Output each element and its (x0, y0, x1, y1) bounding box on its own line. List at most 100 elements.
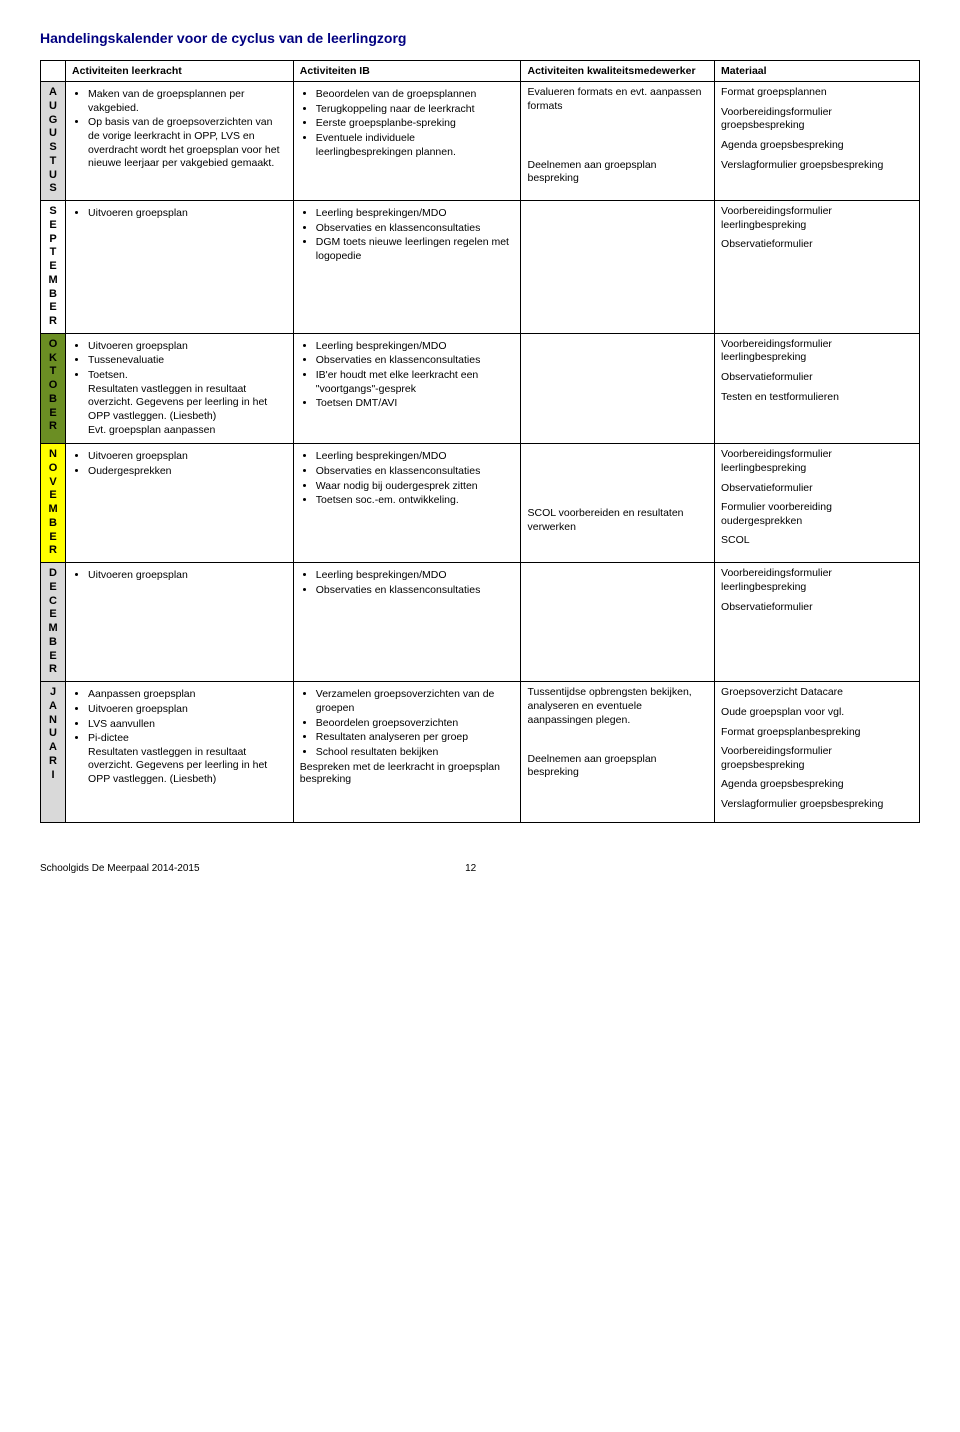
list-item: Beoordelen van de groepsplannen (316, 88, 515, 102)
list-item: Toetsen.Resultaten vastleggen in resulta… (88, 369, 287, 437)
para: Observatieformulier (721, 601, 913, 615)
para: Voorbereidingsformulier leerlingbespreki… (721, 567, 913, 594)
cell-sep-leerkracht: Uitvoeren groepsplan (66, 201, 294, 334)
cell-nov-materiaal: Voorbereidingsformulier leerlingbespreki… (715, 444, 920, 563)
cell-dec-ib: Leerling besprekingen/MDOObservaties en … (293, 563, 521, 682)
list-item: Eerste groepsplanbe-spreking (316, 117, 515, 131)
para: Voorbereidingsformulier leerlingbespreki… (721, 205, 913, 232)
cell-nov-kwaliteit: SCOL voorbereiden en resultaten verwerke… (521, 444, 715, 563)
month-label-nov: NOVEMBER (41, 444, 66, 563)
list-item: Terugkoppeling naar de leerkracht (316, 103, 515, 117)
para (527, 139, 708, 153)
cell-aug-kwaliteit: Evalueren formats en evt. aanpassen form… (521, 82, 715, 201)
cell-dec-materiaal: Voorbereidingsformulier leerlingbespreki… (715, 563, 920, 682)
list-item: Leerling besprekingen/MDO (316, 340, 515, 354)
para: Observatieformulier (721, 371, 913, 385)
list-item: Op basis van de groepsoverzichten van de… (88, 116, 287, 171)
cell-aug-leerkracht: Maken van de groepsplannen per vakgebied… (66, 82, 294, 201)
list-item: Leerling besprekingen/MDO (316, 569, 515, 583)
row-dec: DECEMBER Uitvoeren groepsplan Leerling bes… (41, 563, 920, 682)
month-label-sep: SEPTEMBER (41, 201, 66, 334)
para: Format groepsplannen (721, 86, 913, 100)
para: Testen en testformulieren (721, 391, 913, 405)
footer: Schoolgids De Meerpaal 2014-2015 12 (40, 863, 920, 874)
row-nov: NOVEMBERUitvoeren groepsplanOudergesprek… (41, 444, 920, 563)
list-item: Uitvoeren groepsplan (88, 450, 287, 464)
list-item: DGM toets nieuwe leerlingen regelen met … (316, 236, 515, 263)
header-col4: Materiaal (715, 61, 920, 82)
list-item: Aanpassen groepsplan (88, 688, 287, 702)
list-item: Observaties en klassenconsultaties (316, 222, 515, 236)
list-item: Observaties en klassenconsultaties (316, 584, 515, 598)
para: Agenda groepsbespreking (721, 139, 913, 153)
para: SCOL (721, 534, 913, 548)
list-item: Maken van de groepsplannen per vakgebied… (88, 88, 287, 115)
list-item: Toetsen soc.-em. ontwikkeling. (316, 494, 515, 508)
list-item: Uitvoeren groepsplan (88, 207, 287, 221)
para: Deelnemen aan groepsplan bespreking (527, 753, 708, 780)
para: Evalueren formats en evt. aanpassen form… (527, 86, 708, 113)
para: Oude groepsplan voor vgl. (721, 706, 913, 720)
cell-jan-materiaal: Groepsoverzicht Datacare Oude groepsplan … (715, 682, 920, 822)
month-label-okt: OKTOBER (41, 333, 66, 443)
para: Tussentijdse opbrengsten bekijken, analy… (527, 686, 708, 727)
cell-sep-ib: Leerling besprekingen/MDOObservaties en … (293, 201, 521, 334)
para: Format groepsplanbespreking (721, 726, 913, 740)
list-item: Toetsen DMT/AVI (316, 397, 515, 411)
row-jan: JANUARIAanpassen groepsplanUitvoeren gro… (41, 682, 920, 822)
list-item: Uitvoeren groepsplan (88, 569, 287, 583)
header-col3: Activiteiten kwaliteitsmedewerker (521, 61, 715, 82)
cell-dec-kwaliteit (521, 563, 715, 682)
header-blank (41, 61, 66, 82)
row-okt: OKTOBERUitvoeren groepsplanTussenevaluat… (41, 333, 920, 443)
cell-okt-kwaliteit (521, 333, 715, 443)
header-row: Activiteiten leerkracht Activiteiten IB … (41, 61, 920, 82)
cell-okt-leerkracht: Uitvoeren groepsplanTussenevaluatieToets… (66, 333, 294, 443)
list-item: Verzamelen groepsoverzichten van de groe… (316, 688, 515, 715)
para: Voorbereidingsformulier groepsbespreking (721, 106, 913, 133)
cell-okt-ib: Leerling besprekingen/MDOObservaties en … (293, 333, 521, 443)
para: Observatieformulier (721, 482, 913, 496)
cell-nov-leerkracht: Uitvoeren groepsplanOudergesprekken (66, 444, 294, 563)
calendar-table: Activiteiten leerkracht Activiteiten IB … (40, 60, 920, 823)
page-title: Handelingskalender voor de cyclus van de… (40, 30, 920, 46)
cell-nov-ib: Leerling besprekingen/MDOObservaties en … (293, 444, 521, 563)
para: Verslagformulier groepsbespreking (721, 798, 913, 812)
month-label-aug: AUGUSTUS (41, 82, 66, 201)
para (527, 488, 708, 502)
cell-sep-kwaliteit (521, 201, 715, 334)
para: SCOL voorbereiden en resultaten verwerke… (527, 507, 708, 534)
list-item: LVS aanvullen (88, 718, 287, 732)
header-col1: Activiteiten leerkracht (66, 61, 294, 82)
month-label-jan: JANUARI (41, 682, 66, 822)
row-aug: AUGUSTUS Maken van de groepsplannen per v… (41, 82, 920, 201)
cell-sep-materiaal: Voorbereidingsformulier leerlingbespreki… (715, 201, 920, 334)
para: Voorbereidingsformulier leerlingbespreki… (721, 448, 913, 475)
list-item: Pi-dicteeResultaten vastleggen in result… (88, 732, 287, 787)
list-item: Beoordelen groepsoverzichten (316, 717, 515, 731)
list-item: School resultaten bekijken (316, 746, 515, 760)
header-col2: Activiteiten IB (293, 61, 521, 82)
list-item: Waar nodig bij oudergesprek zitten (316, 480, 515, 494)
cell-jan-kwaliteit: Tussentijdse opbrengsten bekijken, analy… (521, 682, 715, 822)
list-item: Uitvoeren groepsplan (88, 340, 287, 354)
cell-jan-leerkracht: Aanpassen groepsplanUitvoeren groepsplan… (66, 682, 294, 822)
cell-aug-ib: Beoordelen van de groepsplannenTerugkopp… (293, 82, 521, 201)
footer-page: 12 (465, 863, 476, 874)
list-item: Resultaten analyseren per groep (316, 731, 515, 745)
para: Verslagformulier groepsbespreking (721, 159, 913, 173)
list-item: Observaties en klassenconsultaties (316, 354, 515, 368)
para: Groepsoverzicht Datacare (721, 686, 913, 700)
list-item: Leerling besprekingen/MDO (316, 450, 515, 464)
extra-text: Bespreken met de leerkracht in groepspla… (300, 761, 515, 785)
list-item: Eventuele individuele leerlingbespreking… (316, 132, 515, 159)
list-item: Leerling besprekingen/MDO (316, 207, 515, 221)
para: Agenda groepsbespreking (721, 778, 913, 792)
list-item: Tussenevaluatie (88, 354, 287, 368)
month-label-dec: DECEMBER (41, 563, 66, 682)
para (527, 448, 708, 462)
para: Deelnemen aan groepsplan bespreking (527, 159, 708, 186)
list-item: Uitvoeren groepsplan (88, 703, 287, 717)
footer-left: Schoolgids De Meerpaal 2014-2015 (40, 863, 200, 874)
para: Voorbereidingsformulier leerlingbespreki… (721, 338, 913, 365)
